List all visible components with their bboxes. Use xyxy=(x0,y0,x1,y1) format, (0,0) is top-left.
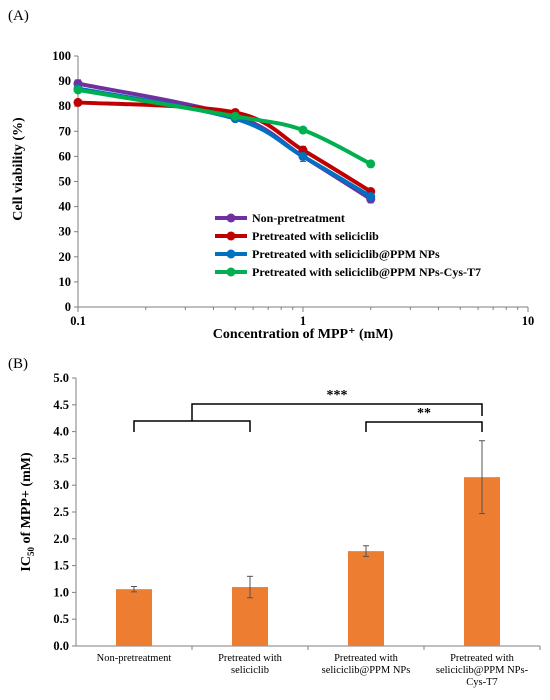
panel-a-data-point xyxy=(73,85,83,95)
panel-a-data-point xyxy=(73,97,83,107)
panel-b-category-label-line: Non-pretreatment xyxy=(97,653,172,664)
panel-b-y-tick-label: 5.0 xyxy=(53,371,69,385)
panel-b-y-tick-label: 2.5 xyxy=(53,505,69,519)
panel-b-category-label-line: Pretreated with xyxy=(218,653,283,664)
panel-b-category-label-line: Cys-T7 xyxy=(466,677,498,688)
panel-b-y-tick-label: 0.5 xyxy=(53,612,69,626)
panel-a: (A) 0 10 20 30 40 50 60 70 80 90 100 0.1 1 10 Cell vi… xyxy=(8,8,534,342)
panel-b-category-label-line: seliciclib@PPM NPs- xyxy=(436,665,529,676)
panel-a-data-point xyxy=(298,145,308,155)
panel-a-x-axis-title: Concentration of MPP⁺ (mM) xyxy=(213,327,394,342)
panel-b-y-tick-label: 0.0 xyxy=(53,639,69,653)
panel-a-data-point xyxy=(298,151,308,161)
panel-b-y-tick-label: 3.5 xyxy=(53,451,69,465)
panel-a-x-tick-label: 10 xyxy=(522,314,535,328)
panel-a-x-tick-label: 1 xyxy=(300,314,306,328)
panel-a-y-tick-label: 0 xyxy=(65,300,71,314)
panel-b-label: (B) xyxy=(8,356,28,372)
panel-b-bracket-double xyxy=(365,421,483,432)
panel-a-y-tick-label: 80 xyxy=(59,99,72,113)
panel-a-data-point xyxy=(366,192,376,202)
panel-a-label: (A) xyxy=(8,8,29,24)
panel-b-category-labels: Non-pretreatment Pretreated with selicicli… xyxy=(97,653,529,688)
panel-b-y-tick-label: 3.0 xyxy=(53,478,69,492)
panel-b-category-label: Pretreated with seliciclib@PPM NPs-Cys-T7 xyxy=(436,653,529,688)
panel-b-y-tick-label: 2.0 xyxy=(53,532,69,546)
panel-b: (B) 0.0 0.5 1.0 1.5 2.0 2.5 3.0 3.5 4.0 4.5 5.0 IC… xyxy=(8,356,541,688)
panel-b-category-label: Pretreated with seliciclib@PPM NPs xyxy=(322,653,411,676)
panel-b-significance-double: ** xyxy=(417,406,431,421)
panel-b-y-tick-label: 1.5 xyxy=(53,559,69,573)
panel-a-y-tick-label: 40 xyxy=(59,200,72,214)
panel-a-data-point xyxy=(366,159,376,169)
panel-a-series xyxy=(73,79,376,204)
panel-a-data-point xyxy=(230,111,240,121)
panel-a-legend-label: Pretreated with seliciclib@PPM NPs xyxy=(252,247,440,261)
panel-b-category-label-line: Pretreated with xyxy=(334,653,399,664)
panel-b-significance-triple: *** xyxy=(327,388,348,403)
panel-a-legend-label: Non-pretreatment xyxy=(252,211,345,225)
panel-b-y-tick-label: 4.5 xyxy=(53,398,69,412)
panel-a-series-4 xyxy=(73,85,376,169)
panel-a-legend-label: Pretreated with seliciclib xyxy=(252,229,379,243)
panel-a-y-tick-label: 90 xyxy=(59,74,72,88)
panel-b-bracket-group xyxy=(133,420,251,432)
panel-a-series-line xyxy=(76,87,373,166)
panel-b-bars xyxy=(116,440,500,646)
panel-a-legend-marker xyxy=(226,213,236,223)
panel-b-significance: ***** xyxy=(133,388,483,432)
panel-a-data-point xyxy=(298,125,308,135)
panel-b-bar xyxy=(348,551,384,646)
panel-a-y-tick-label: 20 xyxy=(59,250,72,264)
panel-a-y-tick-label: 70 xyxy=(59,124,72,138)
panel-a-y-axis-title: Cell viability (%) xyxy=(11,117,26,221)
panel-b-bracket-triple xyxy=(191,403,483,421)
panel-b-y-axis-title: IC50 of MPP+ (mM) xyxy=(19,452,36,572)
panel-b-y-tick-label: 1.0 xyxy=(53,585,69,599)
panel-b-category-label-line: seliciclib@PPM NPs xyxy=(322,665,411,676)
panel-a-x-tick-label: 0.1 xyxy=(70,314,86,328)
panel-a-legend-marker xyxy=(226,267,236,277)
panel-b-y-tick-label: 4.0 xyxy=(53,425,69,439)
panel-b-axes: 0.0 0.5 1.0 1.5 2.0 2.5 3.0 3.5 4.0 4.5 5.0 xyxy=(53,371,541,653)
panel-a-legend: Non-pretreatment Pretreated with selicicl… xyxy=(215,211,481,279)
panel-a-legend-label: Pretreated with seliciclib@PPM NPs-Cys-T… xyxy=(252,265,481,279)
panel-a-legend-marker xyxy=(226,249,236,259)
panel-b-bar xyxy=(116,589,152,646)
panel-a-y-tick-label: 100 xyxy=(52,49,71,63)
panel-a-y-tick-label: 10 xyxy=(59,275,72,289)
panel-a-y-tick-label: 30 xyxy=(59,225,72,239)
panel-a-legend-marker xyxy=(226,231,236,241)
panel-b-category-label: Non-pretreatment xyxy=(97,653,172,664)
panel-a-y-tick-label: 50 xyxy=(59,175,72,189)
panel-b-category-label-line: Pretreated with xyxy=(450,653,515,664)
panel-a-y-tick-label: 60 xyxy=(59,149,72,163)
panel-b-category-label-line: seliciclib xyxy=(231,665,269,676)
panel-b-category-label: Pretreated with seliciclib xyxy=(218,653,283,676)
